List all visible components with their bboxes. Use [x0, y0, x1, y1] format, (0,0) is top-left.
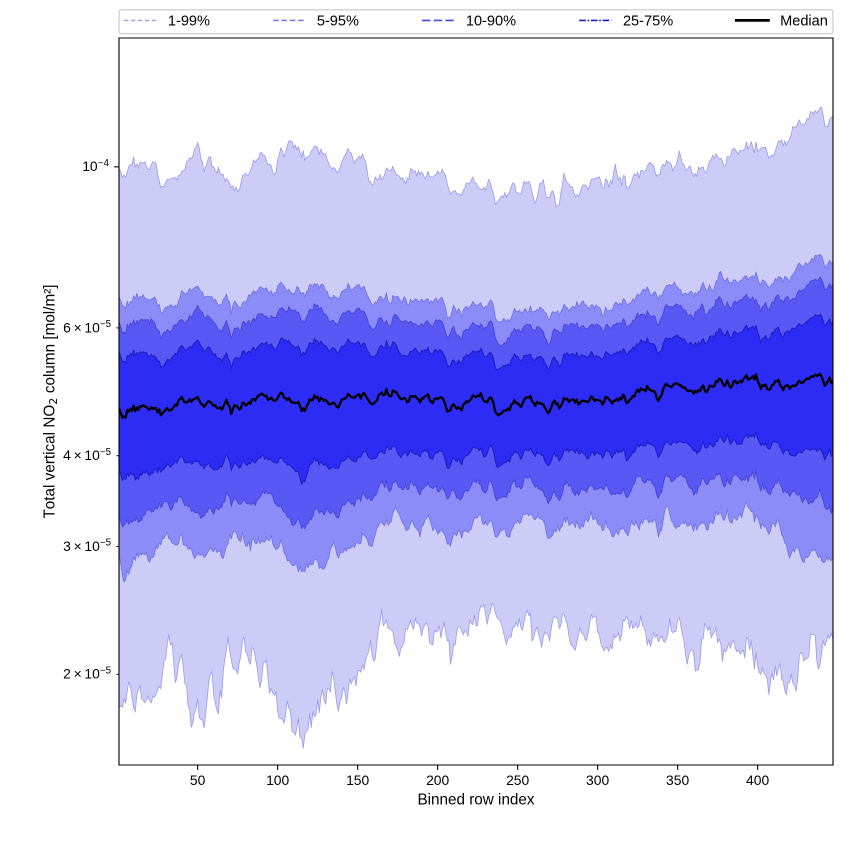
svg-text:10-90%: 10-90%	[466, 14, 516, 30]
svg-text:25-75%: 25-75%	[623, 14, 673, 30]
svg-text:5-95%: 5-95%	[317, 14, 359, 30]
svg-text:300: 300	[586, 772, 609, 788]
svg-text:150: 150	[346, 772, 369, 788]
svg-text:100: 100	[266, 772, 289, 788]
svg-text:1-99%: 1-99%	[168, 14, 210, 30]
svg-text:400: 400	[746, 772, 769, 788]
svg-text:Binned row index: Binned row index	[417, 791, 534, 808]
svg-text:4 × 1: 4 × 1 0 − 5	[63, 435, 112, 465]
svg-text:Median: Median	[780, 14, 828, 30]
svg-text:350: 350	[666, 772, 689, 788]
svg-text:3 × 1: 3 × 1 0 − 5	[63, 526, 112, 556]
svg-text:250: 250	[506, 772, 529, 788]
svg-text:200: 200	[426, 772, 449, 788]
svg-text:50: 50	[190, 772, 206, 788]
svg-text:2 × 1: 2 × 1 0 − 5	[63, 654, 112, 684]
svg-text:6 × 1: 6 × 1 0 − 5	[63, 307, 112, 337]
